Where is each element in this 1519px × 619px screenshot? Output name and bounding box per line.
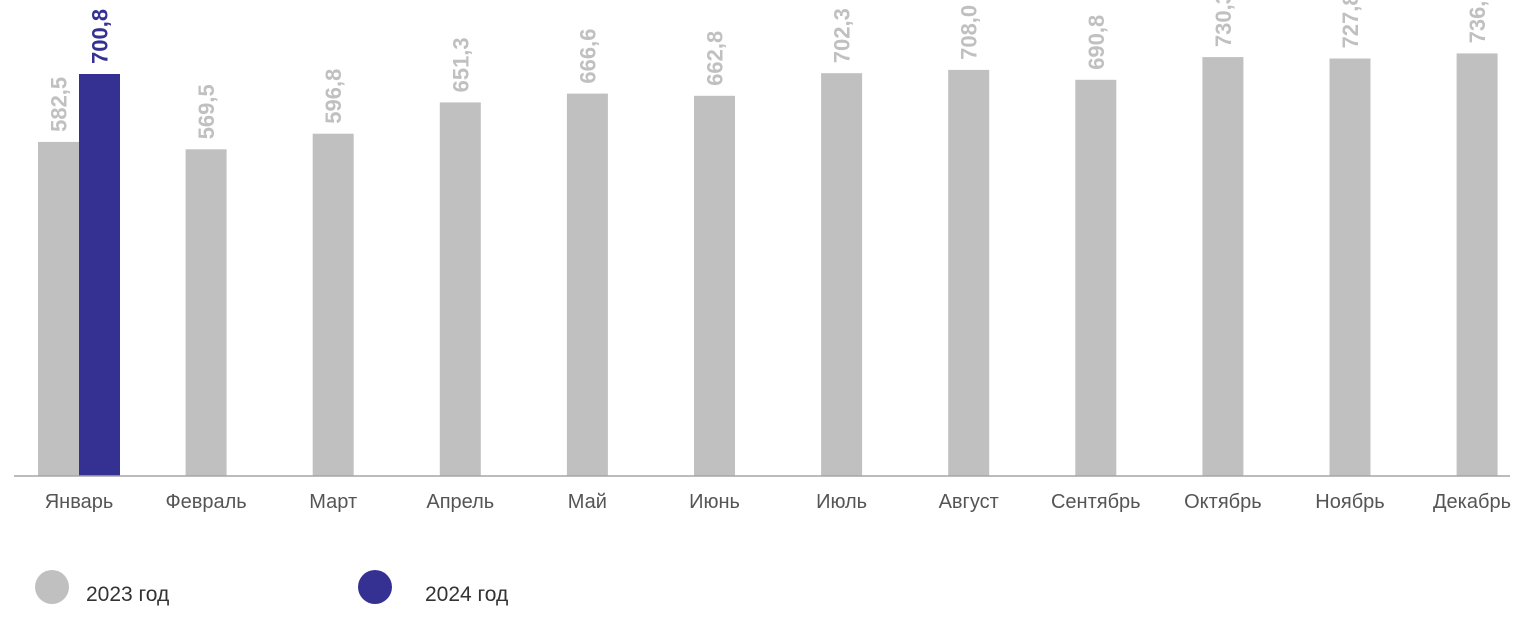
bar-2023-9 xyxy=(1202,57,1244,476)
bar-2023-0 xyxy=(38,141,79,476)
value-label-2023-5: 662,8 xyxy=(703,31,728,86)
category-label-11: Декабрь xyxy=(1433,491,1511,513)
value-label-2023-11: 736,7 xyxy=(1465,0,1490,43)
category-label-6: Июль xyxy=(816,491,867,513)
bar-2023-10 xyxy=(1329,58,1371,476)
bar-2023-5 xyxy=(694,95,735,477)
legend-swatch-2024 xyxy=(358,570,392,604)
value-label-2023-9: 730,3 xyxy=(1211,0,1236,47)
legend-label-2023: 2023 год xyxy=(86,583,170,606)
legend-label-2024: 2024 год xyxy=(425,583,509,606)
value-label-2023-4: 666,6 xyxy=(575,29,600,84)
category-label-1: Февраль xyxy=(165,491,246,513)
category-label-9: Октябрь xyxy=(1184,491,1262,513)
value-label-2023-3: 651,3 xyxy=(448,37,473,92)
bar-2024-0 xyxy=(79,74,120,476)
value-label-2023-6: 702,3 xyxy=(830,8,855,63)
category-label-0: Январь xyxy=(45,491,114,513)
value-label-2023-2: 596,8 xyxy=(321,69,346,124)
bar-2023-2 xyxy=(312,133,354,476)
value-label-2023-10: 727,8 xyxy=(1338,0,1363,49)
category-label-4: Май xyxy=(568,491,607,513)
value-label-2023-1: 569,5 xyxy=(194,84,219,139)
value-label-2023-8: 690,8 xyxy=(1084,15,1109,70)
value-label-2024-0: 700,8 xyxy=(88,9,113,64)
category-label-7: Август xyxy=(939,491,999,513)
bar-2023-4 xyxy=(566,93,608,476)
bar-2023-1 xyxy=(185,149,227,477)
category-label-8: Сентябрь xyxy=(1051,491,1141,513)
bar-2023-6 xyxy=(821,73,863,476)
category-label-2: Март xyxy=(309,491,357,513)
legend-swatch-2023 xyxy=(35,570,69,604)
legend: 2023 год 2024 год xyxy=(0,562,1519,614)
bar-2023-8 xyxy=(1075,79,1117,477)
category-label-5: Июнь xyxy=(689,491,740,513)
category-label-10: Ноябрь xyxy=(1315,491,1384,513)
bar-2023-7 xyxy=(948,69,990,477)
value-label-2023-0: 582,5 xyxy=(47,77,72,132)
bar-2023-11 xyxy=(1456,53,1498,477)
bar-2023-3 xyxy=(439,102,481,477)
value-label-2023-7: 708,0 xyxy=(957,5,982,60)
category-label-3: Апрель xyxy=(426,491,494,513)
